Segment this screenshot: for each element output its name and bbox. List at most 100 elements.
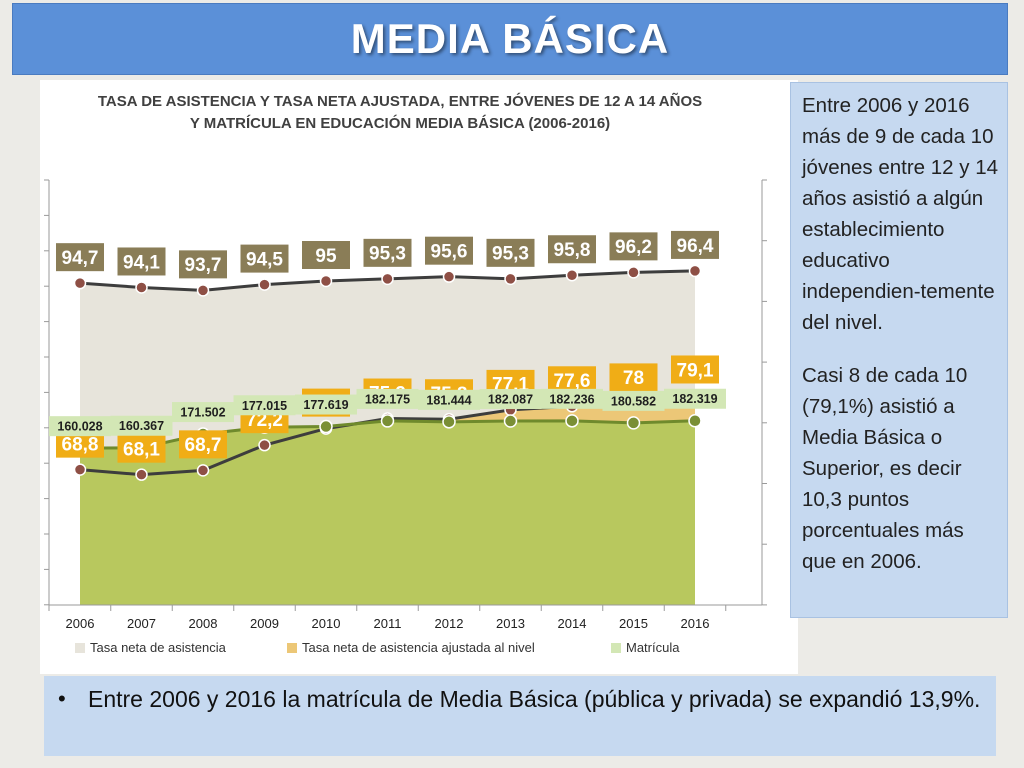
marker-ajustada: [196, 464, 210, 477]
label-ajustada: 79,1: [677, 360, 714, 381]
x-tick-label: 2010: [312, 616, 341, 631]
label-matricula: 171.502: [180, 406, 225, 420]
side-paragraph-2: Casi 8 de cada 10 (79,1%) asistió a Medi…: [802, 364, 968, 573]
label-matricula: 181.444: [426, 393, 471, 407]
marker-ajustada: [258, 438, 271, 452]
label-matricula-box: [295, 394, 357, 415]
label-matricula: 160.367: [119, 419, 164, 433]
x-tick-label: 2006: [66, 616, 95, 631]
label-matricula-box: [418, 389, 480, 410]
label-matricula-box: [49, 416, 111, 437]
x-tick-label: 2013: [496, 616, 525, 631]
marker-matricula: [626, 416, 641, 430]
label-asistencia: 95,8: [554, 240, 591, 261]
bullet-icon: •: [58, 686, 66, 711]
x-tick-label: 2007: [127, 616, 156, 631]
marker-ajustada: [73, 463, 87, 476]
label-ajustada: 77,6: [554, 371, 591, 392]
label-asistencia: 96,2: [615, 237, 652, 258]
marker-matricula: [442, 415, 456, 429]
label-matricula: 182.236: [549, 392, 594, 406]
label-matricula: 182.319: [672, 392, 717, 406]
marker-matricula: [503, 414, 518, 428]
bottom-text: Entre 2006 y 2016 la matrícula de Media …: [88, 686, 981, 712]
label-asistencia-box: [56, 243, 104, 272]
label-ajustada-box: [179, 430, 227, 459]
x-tick-label: 2009: [250, 616, 279, 631]
label-matricula-box: [356, 388, 419, 409]
x-tick-label: 2016: [681, 616, 710, 631]
label-ajustada: 68,1: [123, 440, 160, 461]
label-ajustada: 68,7: [185, 435, 222, 456]
x-tick-label: 2012: [435, 616, 464, 631]
x-tick-label: 2014: [558, 616, 587, 631]
marker-asistencia: [319, 274, 333, 288]
legend-label: Tasa neta de asistencia ajustada al nive…: [302, 640, 535, 655]
side-paragraph-1: Entre 2006 y 2016 más de 9 de cada 10 jó…: [802, 94, 999, 334]
x-tick-label: 2015: [619, 616, 648, 631]
marker-asistencia: [565, 268, 579, 282]
label-asistencia-box: [240, 244, 289, 273]
label-asistencia: 94,1: [123, 252, 160, 273]
legend-swatch: [75, 643, 85, 653]
label-asistencia: 93,7: [185, 255, 222, 276]
label-ajustada: 68,8: [62, 434, 99, 455]
marker-matricula: [688, 413, 702, 428]
label-matricula: 182.175: [365, 392, 410, 406]
label-asistencia-box: [486, 238, 535, 267]
marker-matricula: [380, 414, 395, 428]
label-matricula: 160.028: [57, 420, 102, 434]
label-ajustada-box: [671, 355, 719, 384]
label-asistencia: 94,7: [62, 248, 99, 269]
legend-label: Matrícula: [626, 640, 680, 655]
label-matricula: 182.087: [488, 393, 533, 407]
label-matricula-box: [541, 388, 603, 409]
label-matricula-box: [172, 402, 234, 423]
label-matricula: 177.619: [303, 398, 348, 412]
chart-title-line-2: Y MATRÍCULA EN EDUCACIÓN MEDIA BÁSICA (2…: [190, 114, 610, 132]
bottom-text-box: • Entre 2006 y 2016 la matrícula de Medi…: [44, 676, 996, 756]
label-ajustada-box: [609, 363, 658, 392]
slide-header: MEDIA BÁSICA: [12, 3, 1008, 75]
marker-asistencia: [381, 272, 394, 286]
label-asistencia-box: [609, 232, 658, 261]
marker-asistencia: [504, 272, 517, 286]
legend-swatch: [287, 643, 297, 653]
x-tick-label: 2008: [189, 616, 218, 631]
label-asistencia: 95,3: [369, 244, 406, 265]
label-asistencia-box: [117, 247, 166, 276]
chart-panel: TASA DE ASISTENCIA Y TASA NETA AJUSTADA,…: [40, 80, 798, 674]
label-asistencia: 94,5: [246, 249, 283, 270]
label-asistencia-box: [671, 230, 719, 259]
chart-title-line-1: TASA DE ASISTENCIA Y TASA NETA AJUSTADA,…: [98, 92, 702, 110]
label-asistencia-box: [363, 238, 412, 267]
label-asistencia: 95,6: [431, 242, 468, 263]
marker-asistencia: [73, 276, 87, 290]
marker-matricula: [565, 414, 579, 428]
label-ajustada-box: [117, 434, 166, 463]
legend-swatch: [611, 643, 621, 653]
marker-asistencia: [258, 278, 271, 291]
side-text-box: Entre 2006 y 2016 más de 9 de cada 10 jó…: [790, 82, 1008, 618]
label-matricula-box: [602, 390, 665, 411]
x-tick-label: 2011: [374, 616, 402, 631]
label-matricula-box: [233, 395, 296, 416]
legend-label: Tasa neta de asistencia: [90, 640, 227, 655]
label-matricula: 177.015: [242, 399, 287, 413]
area-matricula: [80, 420, 695, 605]
label-asistencia: 95,3: [492, 244, 529, 265]
slide-title: MEDIA BÁSICA: [350, 15, 670, 62]
marker-ajustada: [135, 468, 148, 481]
label-ajustada: 78: [623, 368, 644, 389]
label-asistencia: 96,4: [677, 236, 714, 257]
label-asistencia-box: [425, 236, 473, 265]
marker-asistencia: [627, 266, 640, 279]
marker-asistencia: [135, 281, 148, 294]
label-matricula-box: [664, 388, 726, 409]
label-asistencia-box: [179, 250, 227, 279]
marker-asistencia: [196, 284, 210, 297]
label-asistencia-box: [548, 235, 596, 264]
label-asistencia: 95: [315, 246, 337, 267]
label-matricula: 180.582: [611, 394, 656, 408]
marker-asistencia: [688, 264, 702, 278]
